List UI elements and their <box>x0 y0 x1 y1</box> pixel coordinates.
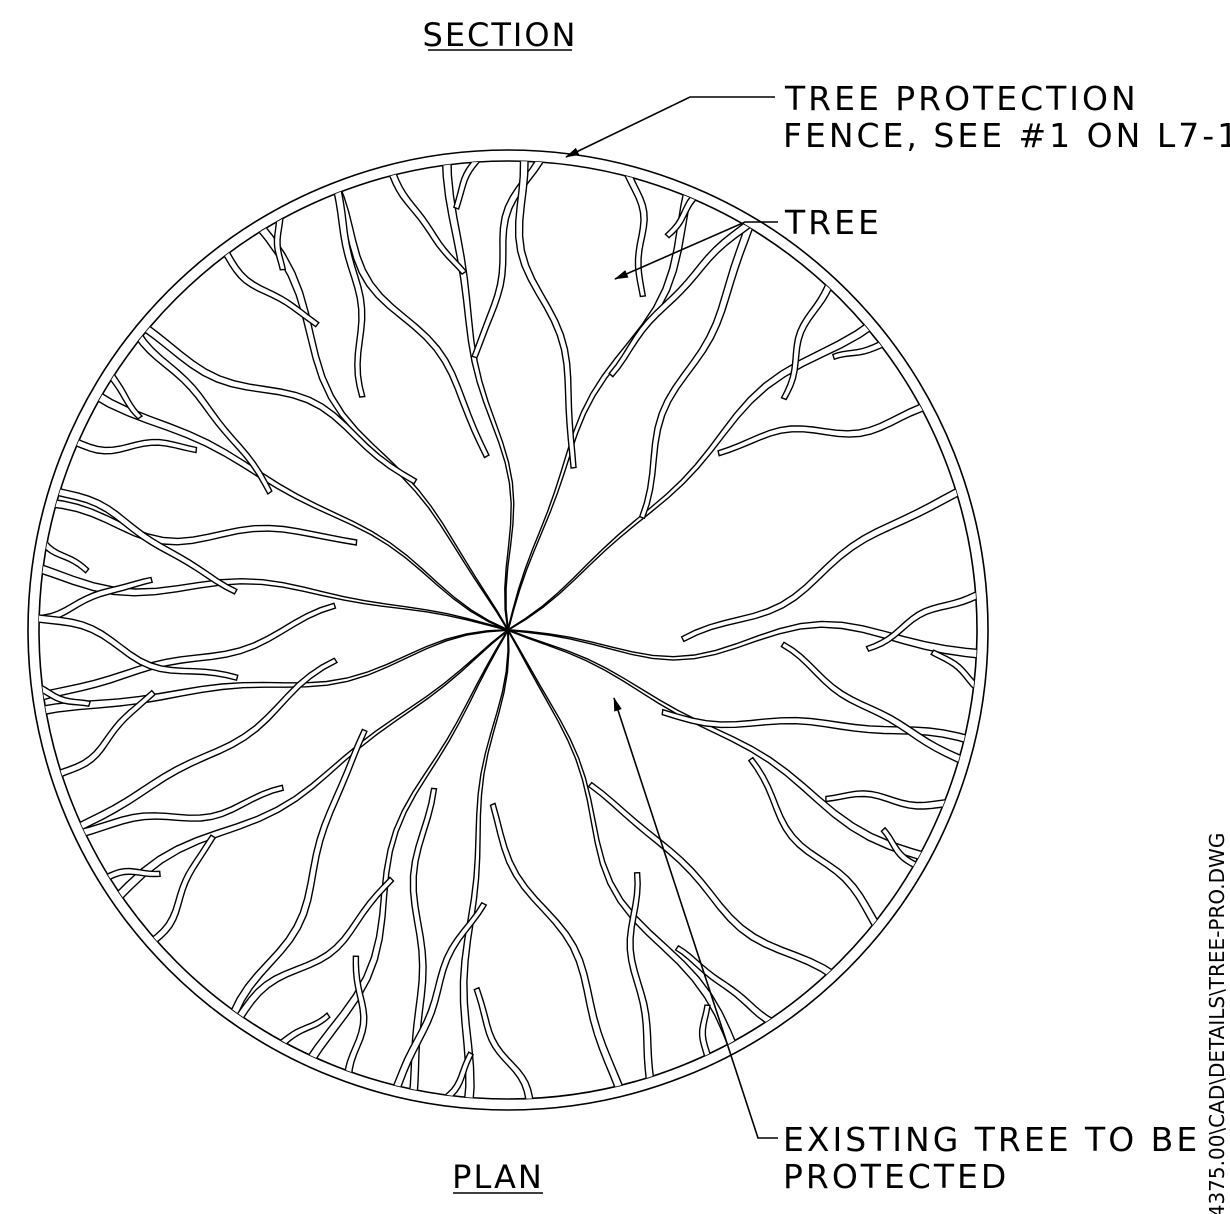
root <box>0 604 238 680</box>
file-path: 14375.00\CAD\DETAILS\TREE-PRO.DWG <box>1205 833 1229 1214</box>
root <box>589 783 870 1011</box>
root <box>474 988 547 1159</box>
root <box>617 115 647 296</box>
root <box>172 209 319 327</box>
root <box>749 758 908 973</box>
callout-line: TREE <box>784 203 882 242</box>
root <box>881 828 969 920</box>
plan-title: PLAN <box>452 1158 544 1196</box>
callout-line: PROTECTED <box>783 1157 1009 1196</box>
root <box>627 873 656 1134</box>
root <box>781 642 1004 790</box>
root <box>491 803 640 1131</box>
section-title: SECTION <box>423 16 578 54</box>
root <box>28 785 284 852</box>
tree-canopy <box>0 94 1038 1160</box>
root <box>826 791 1008 809</box>
root <box>682 471 1000 641</box>
root <box>640 181 765 518</box>
root <box>866 567 1033 652</box>
callout-line: FENCE, SEE #1 ON L7-1 <box>783 116 1230 155</box>
root <box>508 630 747 1074</box>
leader <box>566 97 775 157</box>
callout-line: EXISTING TREE TO BE <box>783 1120 1200 1159</box>
callout-line: TREE PROTECTION <box>784 79 1139 118</box>
root <box>665 145 751 238</box>
drawing: SECTION TREE PROTECTION FENCE, SEE #1 ON… <box>0 0 1230 1214</box>
root <box>515 116 576 468</box>
page: {"section_title":"SECTION","plan_title":… <box>0 0 1230 1214</box>
root <box>782 229 856 400</box>
root <box>106 299 416 484</box>
